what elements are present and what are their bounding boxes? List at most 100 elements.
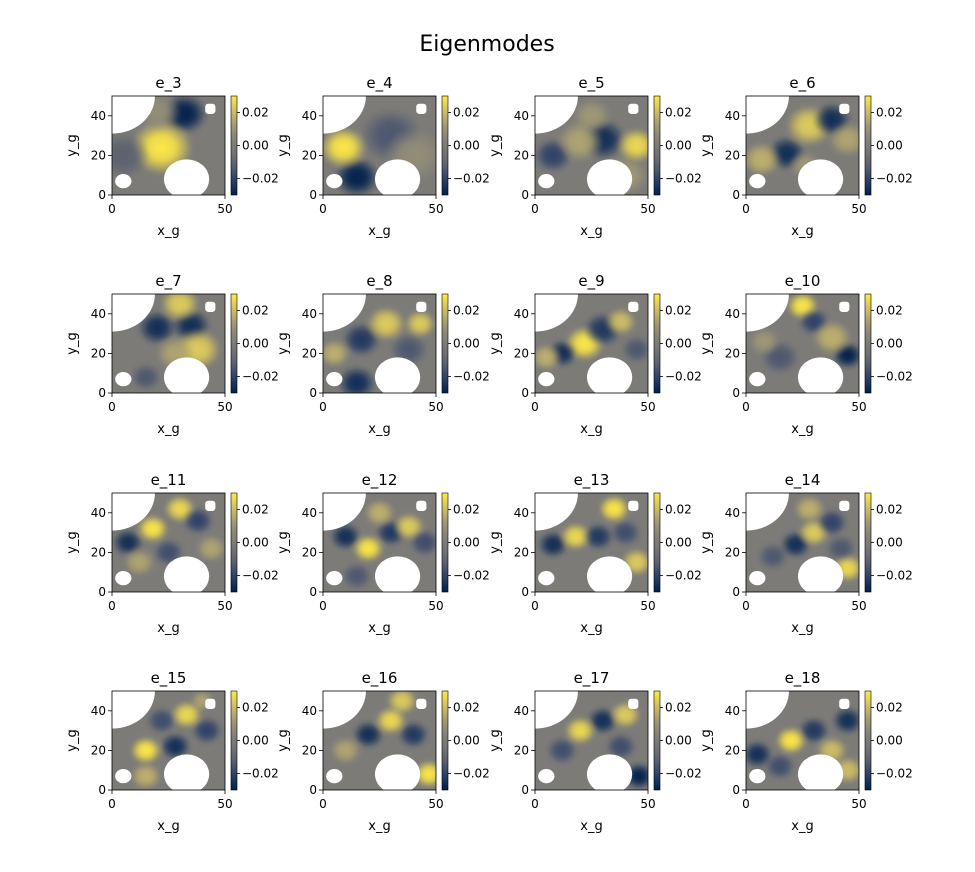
subplot-e-12: 0 50 0 20 40 x_g y_g e_12 0.02 0.00 −0.02 <box>276 471 490 636</box>
axes-frame <box>745 293 860 394</box>
y-tick-label: 20 <box>514 743 529 757</box>
x-tick-label: 0 <box>742 599 750 613</box>
mode-lobe <box>130 762 162 790</box>
obstacle-quarter-circle <box>746 96 789 134</box>
x-tick-label: 50 <box>640 599 655 613</box>
y-axis-label: y_g <box>699 531 714 553</box>
colorbar-tick-label: −0.02 <box>665 767 702 781</box>
mode-lobe <box>112 131 151 180</box>
y-tick-label: 0 <box>309 188 317 202</box>
obstacle-square <box>628 500 639 511</box>
colorbar <box>230 690 238 791</box>
colorbar-tick-label: −0.02 <box>453 172 490 186</box>
y-axis-label: y_g <box>699 332 714 354</box>
obstacle-circle <box>326 174 343 189</box>
colorbar-tick-label: 0.02 <box>453 106 480 120</box>
colorbar-tick-label: 0.02 <box>876 106 903 120</box>
mode-lobe <box>825 534 857 562</box>
y-tick-label: 40 <box>302 307 317 321</box>
subplot-e-17: 0 50 0 20 40 x_g y_g e_17 0.02 0.00 −0.02 <box>488 669 702 834</box>
y-tick-label: 0 <box>98 188 106 202</box>
x-axis-label: x_g <box>580 224 602 239</box>
mode-lobe <box>364 499 395 527</box>
colorbar <box>864 95 872 196</box>
mode-lobe <box>404 310 436 338</box>
subplot-title: e_5 <box>578 74 604 93</box>
y-tick-label: 40 <box>302 109 317 123</box>
subplot-e-15: 0 50 0 20 40 x_g y_g e_15 0.02 0.00 −0.02 <box>65 669 279 834</box>
mode-lobe <box>330 523 361 551</box>
obstacle-circle <box>797 556 844 592</box>
obstacle-circle <box>326 372 343 387</box>
figure-title: Eigenmodes <box>419 32 554 57</box>
obstacle-quarter-circle <box>746 294 789 332</box>
x-tick-label: 0 <box>531 400 539 414</box>
subplot-title: e_7 <box>155 272 181 291</box>
mode-lobe <box>196 534 225 562</box>
mode-lobe <box>330 736 361 764</box>
obstacle-quarter-circle <box>323 493 366 531</box>
x-tick-label: 50 <box>217 202 232 216</box>
colorbar-tick-label: 0.00 <box>665 139 692 153</box>
x-axis-label: x_g <box>791 422 813 437</box>
x-tick-label: 0 <box>742 797 750 811</box>
axes-frame <box>322 95 437 196</box>
mode-lobe <box>160 294 200 321</box>
obstacle-circle <box>538 372 555 387</box>
subplot-title: e_18 <box>785 669 821 688</box>
mode-lobe <box>398 721 429 749</box>
x-tick-label: 50 <box>428 202 443 216</box>
colorbar-tick-label: −0.02 <box>242 172 279 186</box>
y-tick-label: 40 <box>514 307 529 321</box>
axes-frame <box>322 492 437 593</box>
mode-lobe <box>816 509 848 537</box>
colorbar-tick-label: 0.02 <box>242 304 269 318</box>
colorbar-tick-label: 0.00 <box>876 139 903 153</box>
x-axis-label: x_g <box>157 819 179 834</box>
obstacle-quarter-circle <box>112 294 155 332</box>
obstacle-circle <box>374 357 421 393</box>
colorbar <box>441 95 449 196</box>
subplot-e-9: 0 50 0 20 40 x_g y_g e_9 0.02 0.00 −0.02 <box>488 272 702 437</box>
y-tick-label: 40 <box>302 506 317 520</box>
obstacle-quarter-circle <box>112 96 155 134</box>
colorbar <box>864 293 872 394</box>
obstacle-quarter-circle <box>112 493 155 531</box>
y-tick-label: 40 <box>725 307 740 321</box>
colorbar-tick-label: 0.02 <box>242 106 269 120</box>
obstacle-circle <box>749 372 766 387</box>
x-tick-label: 0 <box>742 202 750 216</box>
obstacle-square <box>205 301 216 312</box>
obstacle-square <box>205 103 216 114</box>
colorbar-tick-label: 0.02 <box>665 701 692 715</box>
subplot-title: e_13 <box>574 471 610 490</box>
y-tick-label: 40 <box>725 109 740 123</box>
y-axis-label: y_g <box>65 531 80 553</box>
x-tick-label: 0 <box>531 599 539 613</box>
y-tick-label: 40 <box>725 506 740 520</box>
obstacle-circle <box>115 372 132 387</box>
obstacle-square <box>416 301 427 312</box>
subplot-e-3: 0 50 0 20 40 x_g y_g e_3 0.02 0.00 −0.02 <box>65 74 279 239</box>
x-axis-label: x_g <box>791 224 813 239</box>
y-tick-label: 0 <box>732 585 740 599</box>
y-tick-label: 20 <box>91 743 106 757</box>
subplot-title: e_14 <box>785 471 821 490</box>
subplot-title: e_6 <box>789 74 815 93</box>
mode-lobe <box>610 519 641 547</box>
mode-lobe <box>582 523 614 551</box>
obstacle-square <box>839 301 850 312</box>
obstacle-square <box>205 698 216 709</box>
y-tick-label: 40 <box>91 307 106 321</box>
colorbar-tick-label: 0.00 <box>453 536 480 550</box>
y-tick-label: 40 <box>725 704 740 718</box>
axes-frame <box>745 690 860 791</box>
mode-lobe <box>341 562 373 590</box>
obstacle-quarter-circle <box>535 96 578 134</box>
mode-lobe <box>535 343 562 371</box>
y-axis-label: y_g <box>65 134 80 156</box>
subplot-title: e_4 <box>366 74 392 93</box>
colorbar-tick-label: −0.02 <box>665 172 702 186</box>
obstacle-quarter-circle <box>535 294 578 332</box>
x-axis-label: x_g <box>157 621 179 636</box>
